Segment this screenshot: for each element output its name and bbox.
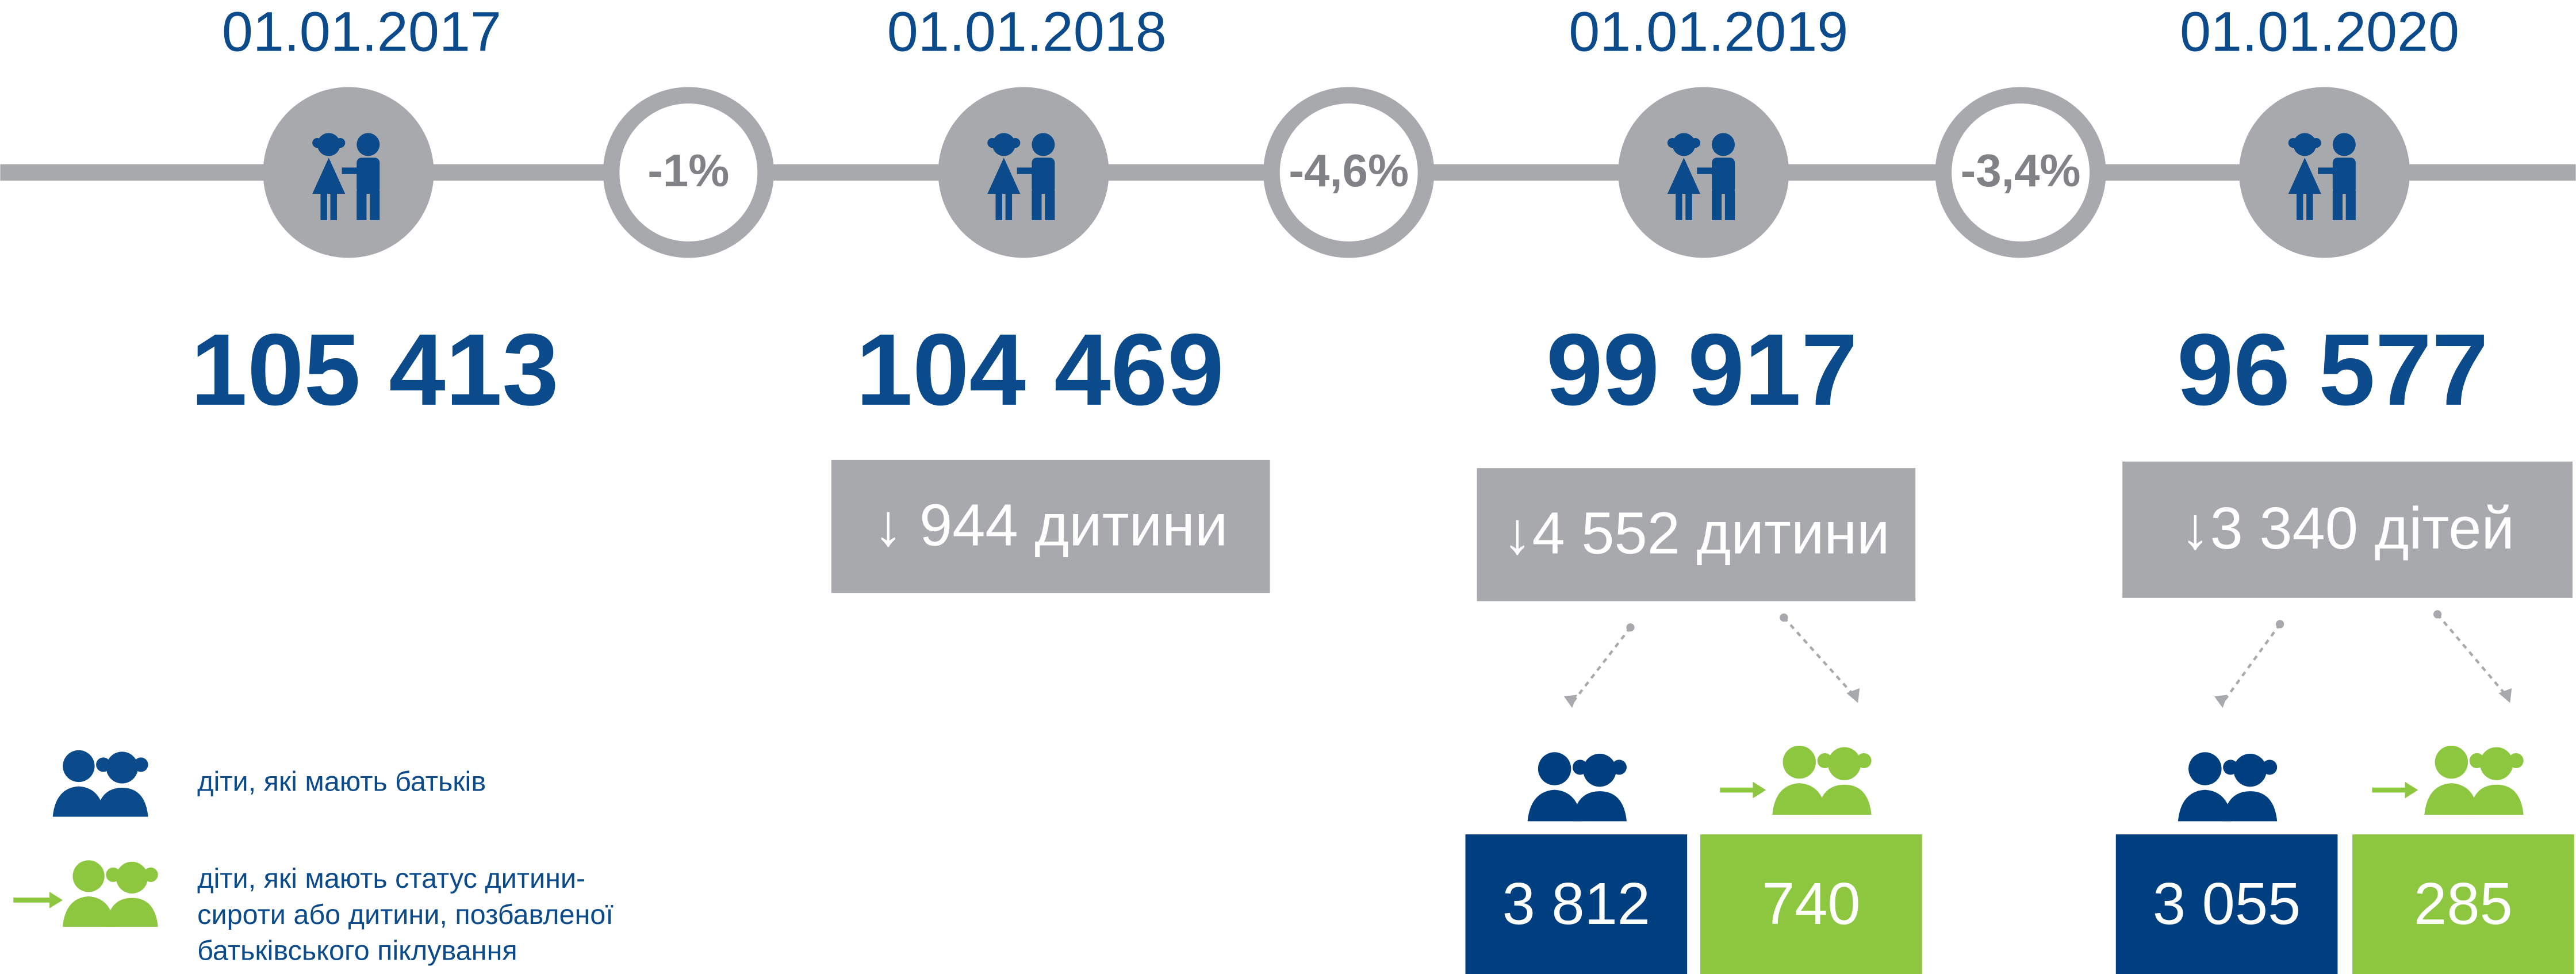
- parents-box: [2115, 834, 2338, 974]
- dashed-arrow: [1571, 626, 1632, 704]
- decrease: ↓ 944 дитини: [873, 492, 1228, 558]
- date: 01.01.2020: [2180, 1, 2459, 63]
- orphans-box: [2352, 834, 2574, 974]
- date: 01.01.2018: [887, 1, 1167, 63]
- dashed-arrow: [1782, 616, 1857, 699]
- legend-text: сироти або дитини, позбавленої: [197, 899, 614, 930]
- legend-text: діти, які мають статус дитини-: [197, 863, 585, 894]
- parents-value: 3 055: [2153, 871, 2301, 937]
- date: 01.01.2017: [222, 1, 501, 63]
- parents-icon: [1527, 752, 1627, 822]
- legend-arrow-head: [49, 892, 63, 908]
- dashed-arrow: [2436, 613, 2510, 699]
- change-circle: [1935, 87, 2106, 258]
- total: 99 917: [1546, 313, 1858, 427]
- arrow-head: [1563, 695, 1577, 708]
- legend-icon: [52, 750, 148, 817]
- total: 96 577: [2177, 313, 2489, 427]
- legend-icon: [62, 860, 158, 927]
- decrease: ↓3 340 дітей: [2180, 495, 2514, 561]
- orphan-arrow-head: [1753, 781, 1766, 799]
- decrease-box: [2122, 461, 2573, 598]
- change: -3,4%: [1961, 145, 2081, 196]
- total: 105 413: [191, 313, 559, 427]
- orphans-value: 740: [1762, 871, 1861, 937]
- arrow-head: [1846, 688, 1860, 703]
- date: 01.01.2019: [1569, 1, 1848, 63]
- decrease-box: [1477, 468, 1916, 601]
- parents-box: [1465, 834, 1688, 974]
- dashed-arrow: [2221, 623, 2281, 704]
- decrease-box: [831, 459, 1270, 593]
- parents-icon: [2178, 752, 2278, 822]
- legend: діти, які мають батьків діти, які мають …: [13, 750, 614, 967]
- change: -1%: [647, 145, 729, 196]
- total: 104 469: [856, 313, 1224, 427]
- change: -4,6%: [1289, 145, 1409, 196]
- legend-text: діти, які мають батьків: [197, 766, 486, 797]
- arrow-head: [2214, 695, 2228, 708]
- parents-value: 3 812: [1502, 871, 1650, 937]
- orphan-arrow-head: [2405, 781, 2418, 799]
- orphans-value: 285: [2414, 871, 2513, 937]
- legend-text: батьківського піклування: [197, 935, 518, 967]
- change-circle: [1263, 87, 1435, 258]
- orphans-icon: [2424, 745, 2524, 815]
- arrow-head: [2498, 688, 2512, 703]
- decrease: ↓4 552 дитини: [1502, 500, 1890, 566]
- change-circle: [603, 87, 774, 258]
- orphans-box: [1700, 834, 1922, 974]
- orphans-icon: [1772, 745, 1872, 815]
